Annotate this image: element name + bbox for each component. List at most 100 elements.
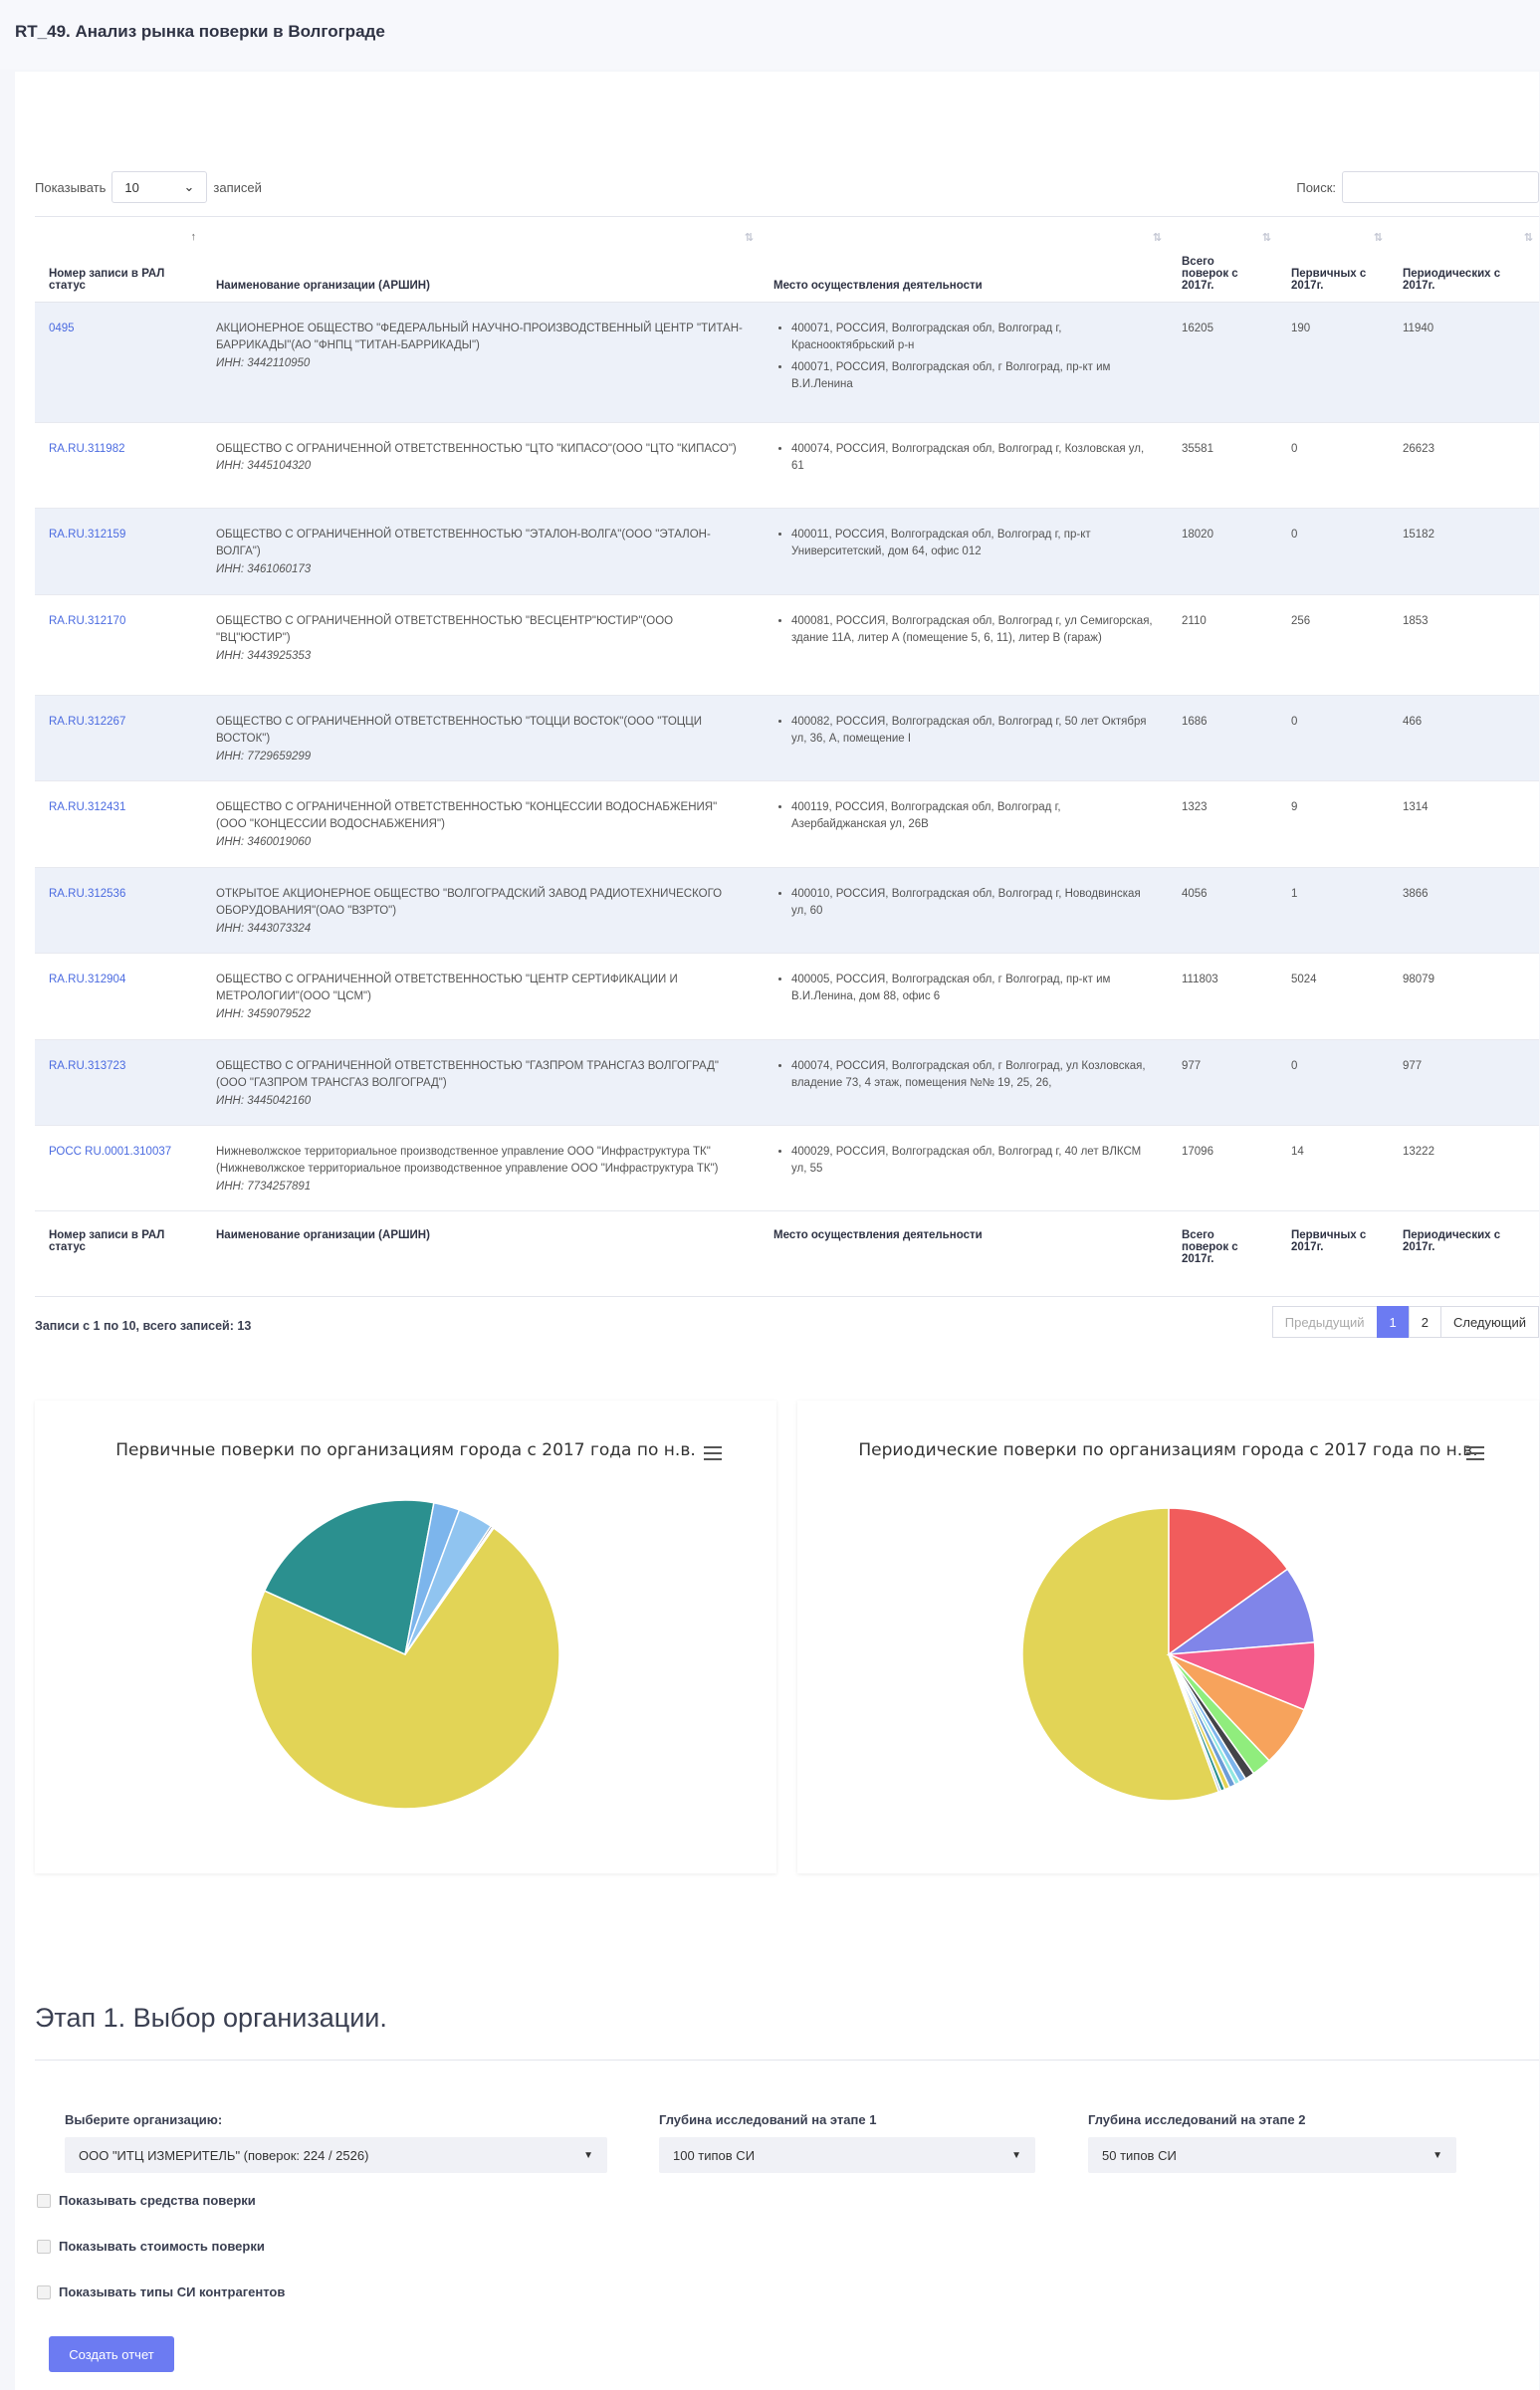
footer-row: Номер записи в РАЛ статус Наименование о…	[35, 1210, 1539, 1297]
pie-slice[interactable]	[404, 1526, 495, 1655]
search-input[interactable]	[1342, 171, 1539, 203]
length-suffix: записей	[213, 179, 262, 195]
org-inn: ИНН: 7734257891	[216, 1180, 312, 1193]
col-header-place[interactable]: Место осуществления деятельности ⇅	[760, 216, 1168, 303]
org-name: ОБЩЕСТВО С ОГРАНИЧЕННОЙ ОТВЕТСТВЕННОСТЬЮ…	[216, 974, 678, 1003]
checkbox-box[interactable]	[37, 2193, 51, 2208]
checkbox-box[interactable]	[37, 2284, 51, 2299]
total-value: 18020	[1168, 508, 1277, 595]
caret-down-icon: ▼	[1432, 2149, 1442, 2161]
table-row: 0495 АКЦИОНЕРНОЕ ОБЩЕСТВО "ФЕДЕРАЛЬНЫЙ Н…	[35, 302, 1539, 423]
primary-value: 5024	[1277, 953, 1389, 1040]
record-link[interactable]: RA.RU.312159	[49, 529, 126, 541]
org-name: АКЦИОНЕРНОЕ ОБЩЕСТВО "ФЕДЕРАЛЬНЫЙ НАУЧНО…	[216, 323, 743, 352]
sort-icon: ⇅	[744, 232, 754, 244]
table-row: RA.RU.311982 ОБЩЕСТВО С ОГРАНИЧЕННОЙ ОТВ…	[35, 422, 1539, 509]
primary-value: 0	[1277, 508, 1389, 595]
chart-menu-icon[interactable]	[1466, 1446, 1484, 1460]
total-value: 17096	[1168, 1125, 1277, 1211]
table-info: Записи с 1 по 10, всего записей: 13	[35, 1319, 252, 1333]
org-inn: ИНН: 3442110950	[216, 356, 311, 369]
total-value: 111803	[1168, 953, 1277, 1040]
periodic-value: 1314	[1389, 780, 1539, 868]
record-link[interactable]: RA.RU.312431	[49, 801, 126, 813]
checkbox-label: Показывать стоимость поверки	[59, 2239, 265, 2254]
chart-menu-icon[interactable]	[704, 1446, 722, 1460]
show-tools-checkbox[interactable]: Показывать средства поверки	[37, 2193, 256, 2208]
pie-slice[interactable]	[250, 1526, 560, 1810]
show-cost-checkbox[interactable]: Показывать стоимость поверки	[37, 2239, 265, 2254]
primary-pie-chart	[250, 1499, 560, 1810]
col-footer-place: Место осуществления деятельности	[760, 1210, 1168, 1297]
col-header-periodic[interactable]: Периодических с 2017г. ⇅	[1389, 216, 1539, 303]
periodic-value: 15182	[1389, 508, 1539, 595]
prev-page-button[interactable]: Предыдущий	[1271, 1306, 1378, 1338]
table-row: RA.RU.312431 ОБЩЕСТВО С ОГРАНИЧЕННОЙ ОТВ…	[35, 780, 1539, 868]
next-page-button[interactable]: Следующий	[1440, 1306, 1539, 1338]
place-item: 400081, РОССИЯ, Волгоградская обл, Волго…	[791, 613, 1154, 648]
org-name: Нижневолжское территориальное производст…	[216, 1146, 719, 1176]
stage-title: Этап 1. Выбор организации.	[35, 2003, 387, 2033]
place-item: 400071, РОССИЯ, Волгоградская обл, г Вол…	[791, 359, 1154, 394]
periodic-value: 98079	[1389, 953, 1539, 1040]
record-link[interactable]: RA.RU.313723	[49, 1060, 126, 1072]
show-types-checkbox[interactable]: Показывать типы СИ контрагентов	[37, 2284, 285, 2299]
col-footer-primary: Первичных с 2017г.	[1277, 1210, 1389, 1297]
table-controls: Показывать 10 ⌄ записей Поиск:	[35, 171, 1539, 205]
page-button-1[interactable]: 1	[1376, 1306, 1410, 1338]
total-value: 2110	[1168, 594, 1277, 696]
periodic-value: 13222	[1389, 1125, 1539, 1211]
col-header-label: Первичных с 2017г.	[1291, 268, 1367, 292]
periodic-value: 26623	[1389, 422, 1539, 509]
total-value: 1323	[1168, 780, 1277, 868]
record-link[interactable]: RA.RU.312904	[49, 974, 126, 985]
total-value: 1686	[1168, 695, 1277, 781]
place-item: 400074, РОССИЯ, Волгоградская обл, Волго…	[791, 441, 1154, 476]
table-body: 0495 АКЦИОНЕРНОЕ ОБЩЕСТВО "ФЕДЕРАЛЬНЫЙ Н…	[35, 302, 1539, 1211]
org-select[interactable]: ООО "ИТЦ ИЗМЕРИТЕЛЬ" (поверок: 224 / 252…	[65, 2137, 607, 2173]
pie-slice[interactable]	[263, 1499, 435, 1656]
col-header-name[interactable]: Наименование организации (АРШИН) ⇅	[202, 216, 760, 303]
table-row: RA.RU.312159 ОБЩЕСТВО С ОГРАНИЧЕННОЙ ОТВ…	[35, 508, 1539, 595]
record-link[interactable]: RA.RU.312170	[49, 615, 126, 627]
depth2-value: 50 типов СИ	[1102, 2147, 1177, 2163]
record-link[interactable]: RA.RU.312536	[49, 888, 126, 900]
length-select[interactable]: 10 ⌄	[111, 171, 208, 203]
record-link[interactable]: 0495	[49, 323, 75, 334]
length-value: 10	[124, 179, 139, 195]
primary-value: 190	[1277, 302, 1389, 423]
header-row: Номер записи в РАЛ статус ↑ Наименование …	[35, 216, 1539, 303]
depth1-label: Глубина исследований на этапе 1	[659, 2112, 877, 2127]
sort-icon: ↑	[190, 231, 197, 243]
page-button-2[interactable]: 2	[1408, 1306, 1442, 1338]
sort-icon: ⇅	[1261, 232, 1271, 244]
record-link[interactable]: RA.RU.312267	[49, 716, 126, 728]
col-header-primary[interactable]: Первичных с 2017г. ⇅	[1277, 216, 1389, 303]
org-inn: ИНН: 7729659299	[216, 750, 312, 762]
create-report-button[interactable]: Создать отчет	[49, 2336, 174, 2372]
pie-slice[interactable]	[1168, 1507, 1289, 1656]
primary-chart-card: Первичные поверки по организациям города…	[35, 1401, 776, 1873]
place-item: 400029, РОССИЯ, Волгоградская обл, Волго…	[791, 1144, 1154, 1179]
length-prefix: Показывать	[35, 179, 107, 195]
org-select-value: ООО "ИТЦ ИЗМЕРИТЕЛЬ" (поверок: 224 / 252…	[79, 2147, 369, 2163]
depth1-select[interactable]: 100 типов СИ ▼	[659, 2137, 1035, 2173]
pie-slice[interactable]	[1021, 1507, 1220, 1802]
record-link[interactable]: РОСС RU.0001.310037	[49, 1146, 172, 1158]
pie-slice[interactable]	[1168, 1653, 1222, 1794]
org-inn: ИНН: 3443073324	[216, 922, 312, 935]
org-inn: ИНН: 3461060173	[216, 562, 312, 575]
chevron-down-icon: ⌄	[183, 179, 195, 194]
checkbox-box[interactable]	[37, 2239, 51, 2254]
record-link[interactable]: RA.RU.311982	[49, 443, 125, 455]
table-row: RA.RU.312904 ОБЩЕСТВО С ОГРАНИЧЕННОЙ ОТВ…	[35, 953, 1539, 1040]
search-label: Поиск:	[1296, 179, 1336, 195]
depth2-select[interactable]: 50 типов СИ ▼	[1088, 2137, 1456, 2173]
primary-chart-title: Первичные поверки по организациям города…	[115, 1440, 696, 1460]
checkbox-label: Показывать типы СИ контрагентов	[59, 2284, 286, 2299]
primary-value: 0	[1277, 1039, 1389, 1126]
col-header-total[interactable]: Всего поверок с 2017г. ⇅	[1168, 216, 1277, 303]
col-header-id[interactable]: Номер записи в РАЛ статус ↑	[35, 216, 202, 303]
col-header-label: Место осуществления деятельности	[773, 280, 983, 292]
table-row: RA.RU.312267 ОБЩЕСТВО С ОГРАНИЧЕННОЙ ОТВ…	[35, 695, 1539, 781]
